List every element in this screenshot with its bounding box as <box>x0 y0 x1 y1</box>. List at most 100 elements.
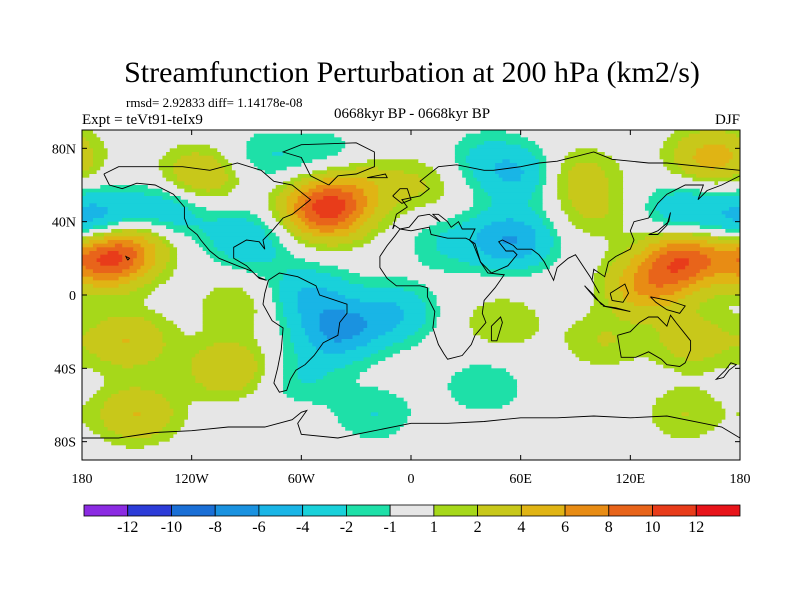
field-cell <box>557 181 569 186</box>
field-cell <box>144 298 204 303</box>
field-cell <box>301 313 321 318</box>
field-cell <box>484 251 533 256</box>
field-cell <box>92 368 193 373</box>
field-cell <box>659 247 716 252</box>
field-cell <box>414 251 441 256</box>
field-cell <box>421 324 438 329</box>
field-cell <box>659 339 740 344</box>
field-cell <box>253 335 284 340</box>
field-cell <box>718 236 740 241</box>
field-cell <box>429 331 474 336</box>
field-cell <box>122 254 138 259</box>
field-cell <box>144 254 156 259</box>
field-cell <box>82 221 109 226</box>
field-cell <box>531 335 566 340</box>
field-cell <box>407 210 463 215</box>
colorbar-swatch <box>302 504 347 517</box>
field-cell <box>538 166 547 171</box>
field-cell <box>89 427 109 432</box>
field-cell <box>473 174 500 179</box>
field-cell <box>469 262 540 267</box>
field-cell <box>699 306 730 311</box>
field-cell <box>264 229 273 234</box>
field-cell <box>323 177 368 182</box>
field-cell <box>356 203 368 208</box>
field-cell <box>535 236 555 241</box>
field-cell <box>407 401 460 406</box>
field-cell <box>100 166 160 171</box>
field-cell <box>663 232 694 237</box>
field-cell <box>674 386 701 391</box>
field-cell <box>140 412 174 417</box>
field-cell <box>623 188 657 193</box>
field-cell <box>82 251 90 256</box>
field-cell <box>345 218 357 223</box>
field-cell <box>169 240 196 245</box>
y-tick-label: 0 <box>69 289 76 304</box>
field-cell <box>144 284 160 289</box>
field-cell <box>155 287 215 292</box>
field-cell <box>82 416 101 421</box>
field-cell <box>546 174 558 179</box>
field-cell <box>348 225 361 230</box>
field-cell <box>136 254 145 259</box>
field-cell <box>82 262 101 267</box>
field-cell <box>710 394 740 399</box>
field-cell <box>286 203 295 208</box>
field-cell <box>359 273 482 278</box>
field-cell <box>509 372 683 377</box>
field-cell <box>264 364 284 369</box>
field-cell <box>158 441 740 446</box>
field-cell <box>304 199 317 204</box>
field-cell <box>736 247 740 252</box>
field-cell <box>469 163 496 168</box>
field-cell <box>527 137 668 142</box>
field-cell <box>158 284 270 289</box>
field-cell <box>319 328 365 333</box>
field-cell <box>173 221 255 226</box>
field-cell <box>480 210 536 215</box>
colorbar-swatch <box>127 504 172 517</box>
field-cell <box>147 185 178 190</box>
field-cell <box>195 203 270 208</box>
field-cell <box>407 335 427 340</box>
field-cell <box>436 240 474 245</box>
field-cell <box>363 357 387 362</box>
field-cell <box>659 152 675 157</box>
field-cell <box>169 416 189 421</box>
field-cell <box>396 324 423 329</box>
y-tick-label: 80N <box>52 142 76 157</box>
field-cell <box>294 188 310 193</box>
field-cell <box>403 397 456 402</box>
field-cell <box>158 236 167 241</box>
field-cell <box>484 188 536 193</box>
field-cell <box>593 295 606 300</box>
field-cell <box>286 320 302 325</box>
field-cell <box>82 430 94 435</box>
field-cell <box>535 229 551 234</box>
field-cell <box>414 207 471 212</box>
field-cell <box>612 331 661 336</box>
field-cell <box>644 236 719 241</box>
field-cell <box>334 368 368 373</box>
field-cell <box>436 243 478 248</box>
field-cell <box>378 412 412 417</box>
field-cell <box>593 291 606 296</box>
field-cell <box>506 141 536 146</box>
field-cell <box>297 309 324 314</box>
field-cell <box>155 243 167 248</box>
field-cell <box>308 225 350 230</box>
field-cell <box>272 152 284 157</box>
field-cell <box>623 196 650 201</box>
field-cell <box>144 262 156 267</box>
field-cell <box>283 309 299 314</box>
field-cell <box>177 144 211 149</box>
field-cell <box>213 258 240 263</box>
field-cell <box>359 383 449 388</box>
field-cell <box>414 243 438 248</box>
field-cell <box>147 306 204 311</box>
field-cell <box>242 386 259 391</box>
field-cell <box>239 177 291 182</box>
field-cell <box>82 353 98 358</box>
